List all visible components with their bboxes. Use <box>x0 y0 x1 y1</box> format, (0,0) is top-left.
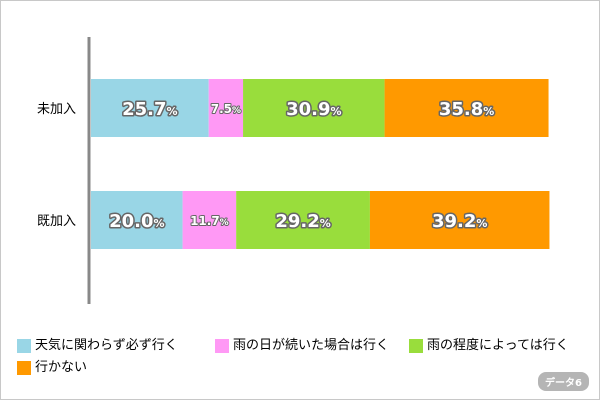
data-label: 25.7% <box>122 99 177 120</box>
legend-item: 雨の程度によっては行く <box>409 337 569 354</box>
legend-label: 天気に関わらず必ず行く <box>35 338 178 353</box>
legend-label: 行かない <box>35 360 88 375</box>
legend-swatch <box>409 338 423 353</box>
legend-item: 行かない <box>17 359 87 376</box>
category-label: 既加入 <box>37 214 76 229</box>
bar-segment <box>208 79 244 137</box>
legend-label: 雨の程度によっては行く <box>427 338 569 353</box>
data-label: 39.2% <box>432 211 487 232</box>
legend-swatch <box>17 360 31 375</box>
legend-label: 雨の日が続いた場合は行く <box>233 338 390 353</box>
data-label: 7.5% <box>211 102 241 116</box>
data-badge: データ6 <box>538 372 589 391</box>
bar-segment <box>182 191 237 249</box>
legend-item: 雨の日が続いた場合は行く <box>215 337 389 354</box>
bar-segment <box>369 191 550 249</box>
legend-swatch <box>17 338 31 353</box>
category-label: 未加入 <box>37 102 76 117</box>
data-label: 20.0% <box>109 211 164 232</box>
bar-segment <box>243 79 385 137</box>
bar-segment <box>91 79 209 137</box>
data-label: 29.2% <box>275 211 330 232</box>
data-label: 11.7% <box>190 214 229 228</box>
bar-segment <box>236 191 370 249</box>
data-label: 30.9% <box>286 99 341 120</box>
bar-segment <box>91 191 183 249</box>
legend-item: 天気に関わらず必ず行く <box>17 337 178 354</box>
bar-segment <box>384 79 549 137</box>
data-label: 35.8% <box>439 99 494 120</box>
legend-swatch <box>215 338 229 353</box>
